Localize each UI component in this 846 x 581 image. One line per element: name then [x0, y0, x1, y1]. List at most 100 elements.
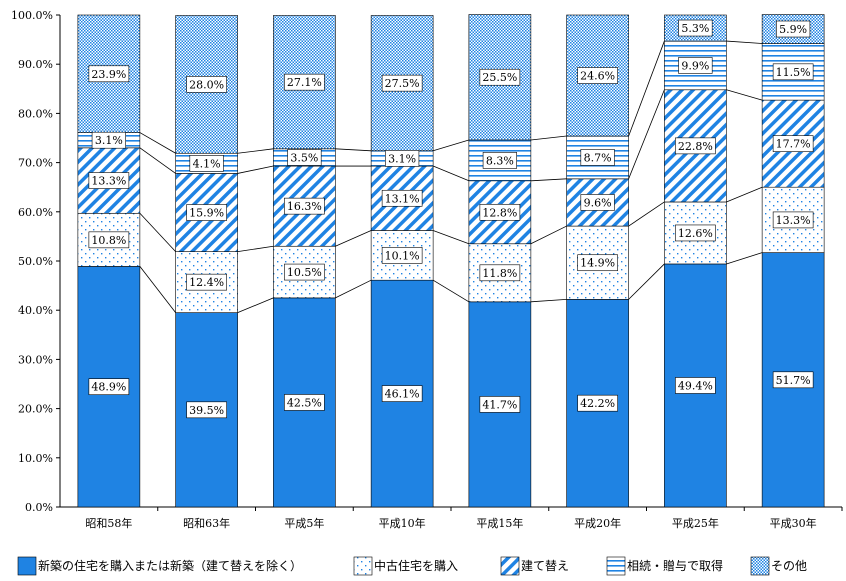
data-label-box [479, 396, 521, 413]
data-label: 14.9% [580, 257, 615, 270]
data-label: 49.4% [678, 379, 713, 392]
connector-line [726, 40, 763, 44]
data-label: 13.3% [91, 175, 126, 188]
data-label: 17.7% [776, 138, 811, 151]
data-label-box [381, 189, 423, 207]
x-tick-label: 平成25年 [672, 516, 719, 530]
data-label-box [284, 394, 325, 411]
axes: 0.0% 10.0% 20.0% 30.0% 40.0% 50.0% 60.0% 70.0% 8… [11, 9, 843, 530]
data-label-box [772, 211, 814, 229]
connector-line [628, 89, 665, 179]
x-tick-label: 平成5年 [284, 516, 324, 530]
data-label: 8.3% [486, 154, 514, 167]
data-label: 11.5% [776, 66, 811, 79]
data-label: 39.5% [189, 404, 224, 417]
connector-line [530, 298, 567, 303]
data-label-box [287, 149, 322, 166]
data-label-box [186, 273, 227, 291]
data-label: 3.1% [95, 134, 123, 147]
connector-line [530, 135, 567, 141]
legend-swatch [353, 556, 373, 576]
y-tick-label: 90.0% [18, 58, 53, 71]
connector-line [530, 225, 567, 245]
connector-line [726, 252, 763, 265]
data-label-box [88, 378, 130, 396]
connector-line [335, 279, 372, 299]
data-label-box [577, 254, 618, 272]
data-labels: 48.9% 39.5% 42.5% 46.1% 41.7% 42.2% 49.4% 51.7%… [88, 19, 814, 419]
x-tick-label: 平成15年 [476, 516, 523, 530]
x-tick-label: 平成20年 [574, 516, 621, 530]
data-label: 12.4% [189, 276, 224, 289]
data-label-box [776, 20, 811, 38]
data-label-box [284, 73, 325, 91]
data-label: 42.5% [287, 396, 322, 409]
data-label-box [772, 371, 814, 389]
data-label-box [580, 149, 615, 166]
legend-label: 新築の住宅を購入または新築（建て替えを除く） [38, 558, 302, 573]
legend-swatch [17, 556, 37, 576]
x-tick-label: 昭和63年 [183, 516, 230, 530]
connector-line [237, 148, 274, 154]
connector-line [628, 201, 665, 227]
connector-line [237, 245, 274, 253]
data-label: 48.9% [91, 381, 126, 394]
data-label-box [284, 263, 325, 281]
data-label: 16.3% [287, 200, 322, 213]
data-label: 25.5% [482, 71, 517, 84]
data-label: 11.8% [482, 267, 517, 280]
data-label: 9.9% [681, 59, 709, 72]
connector-line [139, 132, 176, 154]
legend-label: 建て替え [521, 559, 569, 573]
legend-label: 相続・贈与で取得 [627, 558, 723, 573]
connector-line [628, 40, 665, 137]
x-tick-label: 平成10年 [379, 516, 426, 530]
data-label-box [482, 152, 517, 169]
data-label-box [91, 131, 126, 149]
connector-line [726, 89, 763, 101]
data-label-box [479, 264, 521, 282]
data-label: 23.9% [91, 68, 126, 81]
data-label: 13.3% [776, 214, 811, 227]
connector-line [335, 148, 372, 152]
data-label: 22.8% [678, 140, 713, 153]
y-tick-label: 60.0% [18, 206, 53, 219]
data-label-box [186, 401, 227, 419]
data-label-box [675, 377, 716, 394]
connector-line [139, 213, 176, 252]
data-label-box [88, 231, 130, 249]
data-label: 5.3% [681, 22, 709, 35]
data-label-box [675, 224, 716, 242]
data-label: 12.8% [482, 206, 517, 219]
data-label: 51.7% [776, 374, 811, 387]
connector-line [237, 165, 274, 174]
data-label-box [381, 74, 423, 92]
connector-line [432, 279, 470, 303]
data-label: 28.0% [189, 78, 224, 91]
data-label-box [577, 67, 618, 84]
connector-line [530, 178, 567, 182]
data-label: 15.9% [189, 207, 224, 220]
data-label: 4.1% [193, 157, 221, 170]
data-label: 12.6% [678, 227, 713, 240]
legend-swatch [606, 556, 626, 576]
connector-lines [139, 40, 763, 314]
connector-line [139, 147, 176, 174]
connector-line [433, 139, 469, 152]
connector-line [726, 186, 763, 203]
data-label-box [577, 394, 618, 412]
data-label: 42.2% [580, 397, 615, 410]
data-label-box [772, 63, 814, 81]
connector-line [335, 230, 372, 247]
data-label-box [189, 155, 224, 172]
connector-line [432, 165, 470, 182]
data-label-box [479, 68, 521, 86]
y-tick-label: 10.0% [18, 452, 53, 465]
y-tick-label: 50.0% [18, 255, 53, 268]
data-label: 10.8% [91, 234, 126, 247]
y-tick-label: 20.0% [18, 403, 53, 416]
legend-swatch [500, 556, 520, 576]
y-tick-label: 0.0% [25, 501, 53, 514]
y-tick-label: 30.0% [18, 353, 53, 366]
